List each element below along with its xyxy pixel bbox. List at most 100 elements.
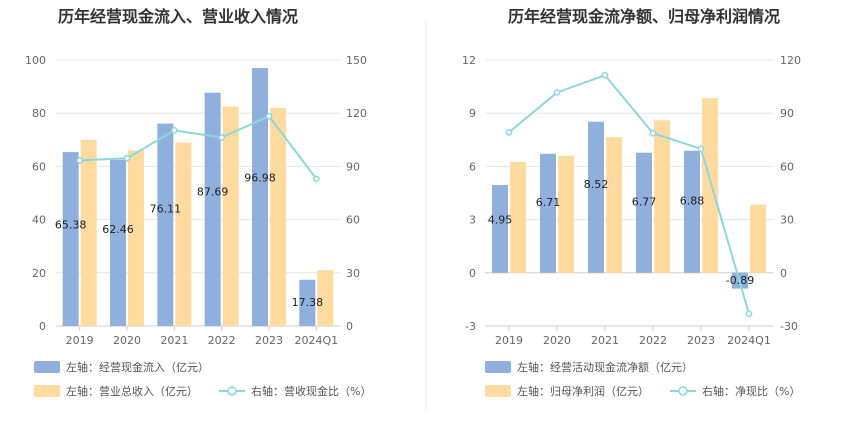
bar-series-1-2019 (510, 161, 526, 273)
legend-label-2: 右轴：净现比（%） (702, 384, 800, 398)
line-point-2023 (265, 112, 273, 120)
bar-data-label: 76.11 (150, 203, 182, 216)
bar-series-0-2023 (684, 150, 700, 273)
legend-swatch-1 (34, 385, 60, 397)
right-axis-tick: 60 (780, 160, 794, 173)
left-axis-tick: 12 (462, 54, 476, 67)
category-label: 2022 (208, 334, 236, 347)
bar-data-label: 96.98 (244, 172, 276, 185)
category-label: 2023 (687, 334, 715, 347)
left-axis-tick: 0 (39, 320, 46, 333)
category-label: 2022 (639, 334, 667, 347)
category-label: 2020 (113, 334, 141, 347)
line-point-2021 (170, 127, 178, 134)
bar-series-0-2021 (588, 121, 604, 273)
line-point-2022 (218, 134, 226, 141)
left-axis-tick: 80 (32, 107, 46, 120)
right-axis-tick: -30 (780, 320, 798, 333)
bar-series-1-2019 (80, 139, 97, 326)
right-axis-tick: 30 (346, 267, 360, 280)
legend-swatch-marker-2 (678, 386, 688, 396)
right-axis-tick: 0 (346, 320, 353, 333)
left-axis-tick: 60 (32, 160, 46, 173)
line-point-2022 (649, 129, 657, 137)
category-label: 2023 (255, 334, 283, 347)
legend-label-1: 左轴：归母净利润（亿元） (517, 384, 649, 398)
bar-series-1-2023 (702, 98, 718, 273)
bar-data-label: 4.95 (488, 214, 513, 227)
line-point-2019 (505, 129, 513, 136)
legend-swatch-marker-2 (227, 386, 237, 396)
category-label: 2019 (495, 334, 523, 347)
right-axis-tick: 90 (346, 160, 360, 173)
bar-series-1-2020 (558, 155, 574, 273)
left-axis-tick: 9 (469, 107, 476, 120)
line-point-2021 (601, 71, 609, 79)
bar-data-label: 87.69 (197, 185, 229, 198)
bar-series-0-2022 (204, 92, 221, 326)
right-axis-tick: 30 (780, 214, 794, 227)
bar-series-1-2021 (606, 137, 622, 273)
legend-swatch-0 (485, 361, 511, 373)
left-axis-tick: 20 (32, 267, 46, 280)
bar-series-0-2024Q1 (299, 279, 316, 326)
bar-data-label: 8.52 (584, 178, 609, 191)
bar-series-1-2024Q1 (317, 270, 334, 326)
bar-data-label: 6.88 (680, 194, 705, 207)
left-axis-tick: 0 (469, 267, 476, 280)
line-point-2023 (697, 145, 705, 153)
legend-label-2: 右轴：营收现金比（%） (251, 384, 371, 398)
legend-label-0: 左轴：经营现金流入（亿元） (66, 360, 209, 374)
line-series-2 (79, 114, 318, 180)
bar-series-0-2022 (636, 152, 652, 273)
category-label: 2019 (66, 334, 94, 347)
right-axis-tick: 90 (780, 107, 794, 120)
right-axis-tick: 150 (346, 54, 367, 67)
bar-series-1-2023 (270, 107, 286, 326)
category-label: 2020 (543, 334, 571, 347)
bar-series-0-2019 (62, 152, 79, 326)
legend-label-1: 左轴：营业总收入（亿元） (66, 384, 198, 398)
bar-series-0-2023 (252, 68, 268, 326)
chart-title-1: 历年经营现金流净额、归母净利润情况 (508, 7, 780, 26)
bar-series-1-2022 (222, 106, 239, 326)
bar-data-label: 62.46 (102, 223, 134, 236)
category-label: 2024Q1 (295, 334, 339, 347)
legend-label-0: 左轴：经营活动现金流净额（亿元） (517, 360, 693, 374)
bar-series-0-2019 (492, 185, 508, 273)
bar-series-1-2024Q1 (750, 204, 766, 273)
bar-series-0-2020 (110, 159, 126, 326)
left-axis-tick: 100 (25, 54, 46, 67)
bar-data-label: 65.38 (55, 219, 87, 232)
legend-swatch-1 (485, 385, 511, 397)
bar-data-label: 6.71 (536, 196, 561, 209)
right-axis-tick: 120 (346, 107, 367, 120)
line-point-2019 (76, 157, 84, 164)
right-axis-tick: 120 (780, 54, 801, 67)
left-axis-tick: 3 (469, 214, 476, 227)
left-axis-tick: -3 (465, 320, 476, 333)
right-axis-tick: 60 (346, 214, 360, 227)
line-point-2020 (553, 89, 561, 96)
line-point-2020 (123, 154, 131, 162)
bar-series-1-2022 (654, 120, 670, 273)
line-point-2024Q1 (745, 310, 753, 318)
bar-series-1-2021 (175, 142, 192, 326)
chart-title-0: 历年经营现金流入、营业收入情况 (58, 7, 298, 26)
bar-data-label: 17.38 (292, 296, 324, 309)
category-label: 2021 (591, 334, 619, 347)
legend-swatch-0 (34, 361, 60, 373)
category-label: 2024Q1 (727, 334, 771, 347)
bar-series-1-2020 (128, 150, 144, 326)
left-axis-tick: 40 (32, 214, 46, 227)
bar-series-0-2021 (157, 123, 174, 327)
right-axis-tick: 0 (780, 267, 787, 280)
category-label: 2021 (160, 334, 188, 347)
bar-series-0-2020 (540, 153, 556, 273)
left-axis-tick: 6 (469, 160, 476, 173)
line-series-2 (508, 74, 750, 315)
bar-data-label: 6.77 (632, 196, 657, 209)
line-point-2024Q1 (312, 175, 320, 183)
